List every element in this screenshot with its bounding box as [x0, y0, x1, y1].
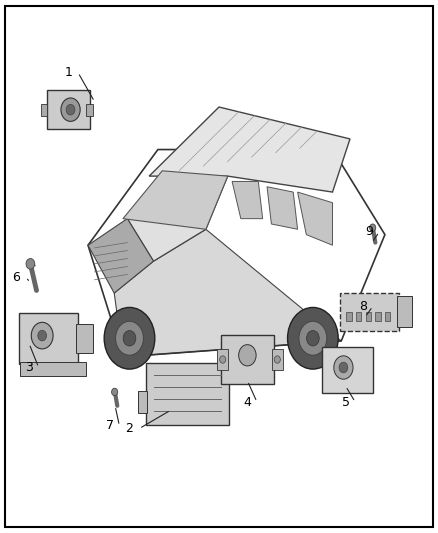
Circle shape	[116, 321, 143, 355]
Circle shape	[61, 98, 80, 122]
Circle shape	[123, 330, 136, 346]
Circle shape	[31, 322, 53, 349]
FancyBboxPatch shape	[47, 90, 90, 130]
Polygon shape	[123, 171, 228, 229]
Circle shape	[339, 362, 348, 373]
Text: 7: 7	[106, 419, 114, 432]
Bar	[366, 312, 371, 321]
FancyBboxPatch shape	[272, 350, 283, 369]
FancyBboxPatch shape	[41, 104, 47, 116]
FancyBboxPatch shape	[146, 364, 229, 425]
Circle shape	[104, 308, 155, 369]
Circle shape	[274, 356, 280, 364]
Polygon shape	[149, 107, 350, 192]
Polygon shape	[297, 192, 332, 245]
Circle shape	[370, 224, 376, 231]
Circle shape	[307, 330, 319, 346]
FancyBboxPatch shape	[340, 293, 399, 330]
Bar	[356, 312, 361, 321]
Circle shape	[288, 308, 338, 369]
FancyBboxPatch shape	[218, 350, 228, 369]
Circle shape	[112, 388, 118, 395]
FancyBboxPatch shape	[322, 348, 373, 393]
Polygon shape	[232, 181, 263, 219]
Bar	[346, 312, 352, 321]
Text: 1: 1	[64, 66, 72, 79]
Polygon shape	[114, 229, 341, 357]
FancyBboxPatch shape	[86, 104, 92, 116]
Text: 8: 8	[359, 300, 367, 313]
Polygon shape	[127, 171, 228, 261]
Text: 3: 3	[25, 361, 33, 374]
Circle shape	[239, 345, 256, 366]
Circle shape	[38, 330, 46, 341]
FancyBboxPatch shape	[397, 296, 412, 327]
Text: 6: 6	[12, 271, 20, 284]
Polygon shape	[88, 219, 153, 293]
Polygon shape	[267, 187, 297, 229]
Circle shape	[26, 259, 35, 269]
Bar	[385, 312, 390, 321]
FancyBboxPatch shape	[19, 313, 78, 364]
FancyBboxPatch shape	[138, 391, 148, 413]
Circle shape	[219, 356, 226, 364]
Circle shape	[299, 321, 327, 355]
Circle shape	[334, 356, 353, 379]
Bar	[375, 312, 381, 321]
FancyBboxPatch shape	[221, 335, 274, 384]
FancyBboxPatch shape	[20, 362, 86, 376]
Circle shape	[66, 104, 75, 115]
FancyBboxPatch shape	[76, 324, 93, 353]
Text: 9: 9	[366, 225, 374, 238]
Text: 4: 4	[244, 395, 251, 409]
Text: 2: 2	[126, 422, 134, 435]
Text: 5: 5	[342, 395, 350, 409]
